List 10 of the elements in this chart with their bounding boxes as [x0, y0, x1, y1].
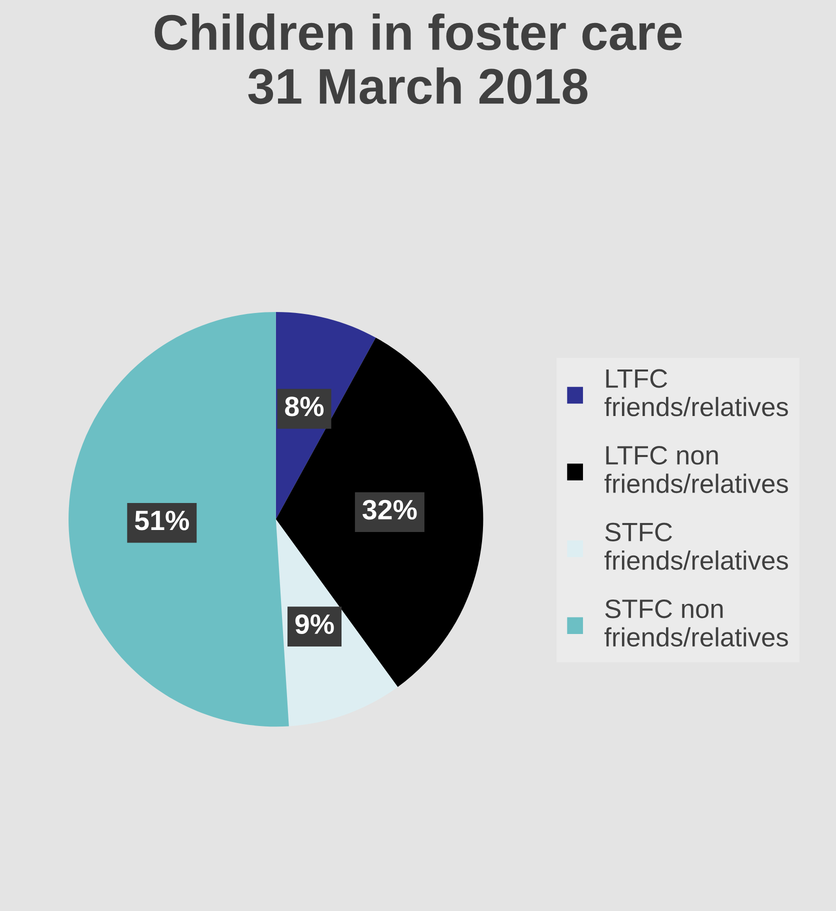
pie-slice — [276, 338, 484, 687]
data-label: 51% — [134, 510, 189, 530]
legend-label: STFC friends/relatives — [604, 522, 788, 570]
data-label: 9% — [295, 614, 334, 634]
data-label: 32% — [362, 500, 417, 520]
legend-label: LTFC friends/relatives — [604, 369, 788, 416]
data-label: 8% — [285, 396, 324, 416]
legend-label: STFC non friends/relatives — [604, 600, 788, 647]
legend-label: LTFC non friends/relatives — [604, 446, 788, 494]
chart-title: Children in foster care 31 March 2018 — [154, 14, 682, 104]
